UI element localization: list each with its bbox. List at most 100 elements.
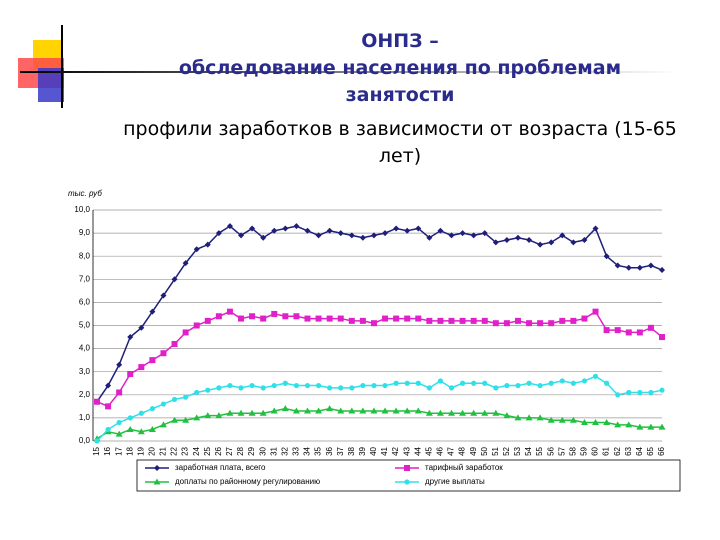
marker [260,315,267,322]
x-tick-label: 34 [303,446,312,455]
marker [381,407,389,414]
marker [171,416,179,423]
marker [559,378,565,384]
marker [204,241,211,248]
marker [304,227,311,234]
marker [370,320,377,327]
marker [116,419,122,426]
marker [570,317,577,324]
y-tick-label: 0,0 [79,436,91,445]
marker [226,308,233,315]
y-tick-label: 9,0 [79,228,91,237]
marker [248,409,256,416]
marker [382,230,389,237]
marker [404,315,411,322]
marker [149,308,156,315]
marker [182,260,189,267]
marker [227,382,233,389]
marker [536,414,544,421]
legend-label: другие выплаты [425,477,485,486]
marker [459,230,466,237]
marker [160,350,167,357]
x-tick-label: 35 [314,446,323,455]
marker [282,313,289,320]
marker [525,414,533,421]
x-tick-label: 49 [469,446,478,455]
marker [226,409,234,416]
marker [659,387,665,393]
marker [126,425,134,432]
marker [293,382,300,389]
marker [481,230,488,237]
legend-marker [154,465,160,471]
legend-label: заработная плата, всего [175,463,266,472]
marker [603,419,611,426]
marker [292,407,300,414]
marker [558,416,566,423]
title: ОНПЗ – обследование населения по проблем… [130,28,670,109]
legend-label: тарифный заработок [425,463,503,472]
marker [426,317,433,324]
marker [127,334,134,341]
marker [183,394,189,400]
marker [238,315,245,322]
marker [149,406,155,412]
marker [548,320,555,327]
marker [304,382,311,389]
marker [315,232,322,239]
series-line [96,407,662,440]
x-tick-label: 63 [624,446,633,455]
marker [327,385,333,391]
marker [215,230,222,237]
marker [448,317,455,324]
marker [105,403,112,410]
marker [404,227,411,234]
x-tick-label: 37 [336,446,345,455]
marker [482,380,488,386]
marker [94,438,100,444]
x-tick-label: 39 [358,446,367,455]
x-tick-label: 16 [103,446,112,455]
x-tick-label: 33 [292,446,301,455]
marker [337,230,344,237]
x-tick-label: 28 [236,446,245,455]
y-tick-label: 3,0 [79,367,91,376]
marker [160,292,167,299]
marker [437,227,444,234]
x-tick-label: 27 [225,446,234,455]
marker [570,239,577,246]
x-tick-label: 29 [247,446,256,455]
marker [392,407,400,414]
y-tick-label: 5,0 [79,321,91,330]
marker [293,223,300,230]
title-line: обследование населения по проблемам заня… [178,57,622,106]
marker [260,234,267,241]
marker [559,232,566,239]
x-tick-label: 56 [546,446,555,455]
marker [470,409,478,416]
marker [481,409,489,416]
marker [636,329,643,336]
x-tick-label: 19 [136,446,145,455]
x-tick-label: 59 [580,446,589,455]
marker [105,426,111,433]
x-tick-label: 45 [424,446,433,455]
marker [581,237,588,244]
marker [614,421,622,428]
marker [425,409,433,416]
x-tick-label: 54 [524,446,533,455]
marker [326,315,333,322]
marker [404,380,410,386]
x-tick-label: 46 [436,446,445,455]
marker [237,409,245,416]
legend-box [136,459,681,492]
marker [271,310,278,317]
x-tick-label: 66 [657,446,666,455]
marker [116,361,123,368]
marker [215,412,223,419]
y-tick-label: 4,0 [79,344,91,353]
marker [636,264,643,271]
marker [393,380,399,386]
x-tick-label: 20 [148,446,157,455]
